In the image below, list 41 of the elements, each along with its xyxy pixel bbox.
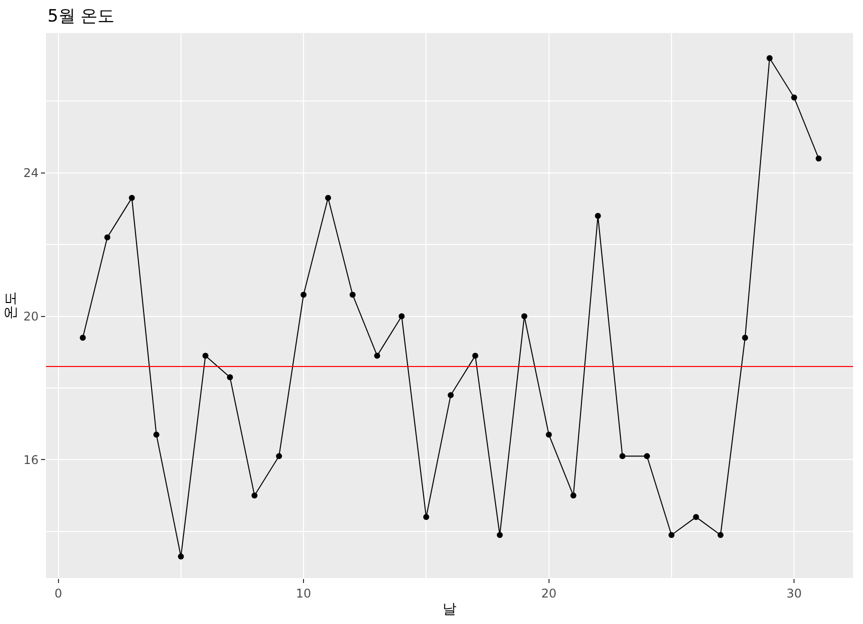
point <box>178 553 184 560</box>
y-tick-label: 16 <box>23 452 39 467</box>
point <box>226 374 233 380</box>
point <box>276 453 282 460</box>
x-tick-label: 20 <box>541 586 556 600</box>
point <box>644 453 650 460</box>
point <box>472 352 478 359</box>
x-tick-label: 10 <box>296 586 312 600</box>
point <box>153 432 160 438</box>
point <box>496 532 503 538</box>
point <box>693 514 700 520</box>
chart-title: 5월 온도 <box>47 6 115 26</box>
point <box>546 432 552 438</box>
point <box>202 352 208 359</box>
point <box>423 514 430 520</box>
y-tick-label: 24 <box>23 166 39 180</box>
point <box>668 532 674 538</box>
point <box>816 155 822 162</box>
point <box>718 532 724 538</box>
point <box>398 313 405 320</box>
point <box>791 94 798 101</box>
point <box>570 492 576 499</box>
x-tick-label: 0 <box>54 586 62 600</box>
point <box>252 492 258 499</box>
point <box>80 334 86 341</box>
y-axis-title: 온도 <box>2 292 19 320</box>
point <box>104 234 110 240</box>
x-axis-title: 날 <box>442 602 456 618</box>
point <box>350 292 356 298</box>
point <box>374 352 380 359</box>
point <box>325 194 332 201</box>
point <box>300 292 307 298</box>
point <box>766 55 773 62</box>
point <box>128 194 135 201</box>
y-tick-label: 20 <box>23 309 39 324</box>
point <box>594 212 601 219</box>
point <box>742 334 748 341</box>
x-tick-label: 30 <box>786 586 802 600</box>
point <box>448 392 454 398</box>
point <box>521 313 528 320</box>
point <box>619 453 626 460</box>
